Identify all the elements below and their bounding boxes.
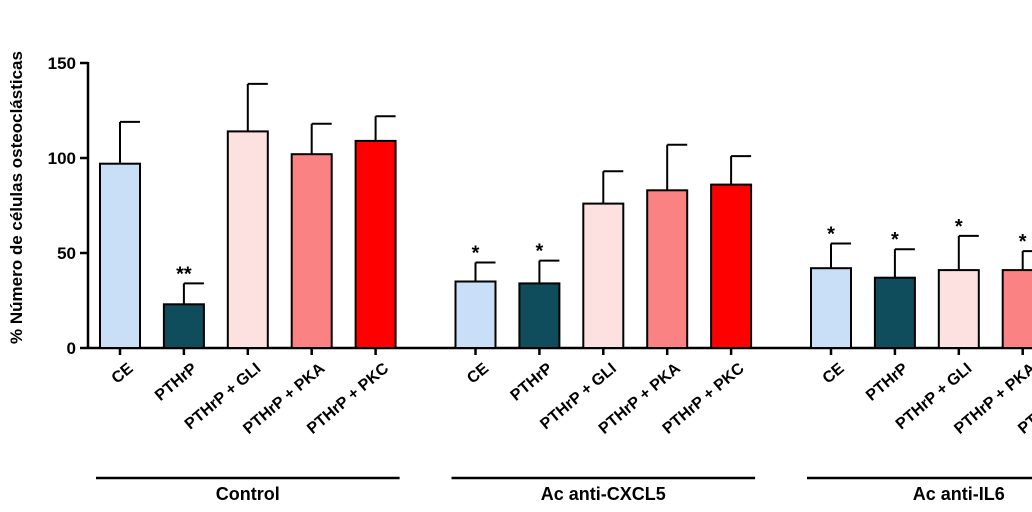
y-tick-label: 100 — [48, 149, 76, 168]
significance-marker: * — [536, 241, 544, 263]
y-tick-label: 0 — [67, 339, 76, 358]
group-label: Ac anti-IL6 — [913, 484, 1005, 504]
group-label: Ac anti-CXCL5 — [541, 484, 666, 504]
group-label: Control — [216, 484, 280, 504]
significance-marker: * — [1019, 231, 1027, 253]
x-tick-label: CE — [109, 360, 137, 388]
y-tick-label: 50 — [57, 244, 76, 263]
x-tick-label: PTHrP — [863, 360, 912, 405]
significance-marker: * — [472, 243, 480, 265]
bar — [162, 303, 205, 349]
x-tick-label: CE — [820, 360, 848, 388]
bar — [290, 153, 333, 349]
bar — [226, 130, 269, 349]
bar — [582, 202, 625, 349]
significance-marker: * — [955, 216, 963, 238]
x-tick-label: PTHrP — [508, 360, 557, 405]
x-tick-label: CE — [464, 360, 492, 388]
y-axis-label: % Número de células osteoclásticas — [7, 51, 26, 344]
bar — [646, 189, 689, 349]
bar — [810, 267, 852, 350]
bar — [873, 276, 916, 350]
bar — [454, 280, 497, 349]
bar — [518, 282, 561, 349]
significance-marker: * — [827, 224, 835, 246]
bar — [99, 162, 141, 349]
significance-marker: * — [891, 229, 899, 251]
bar — [1001, 269, 1032, 350]
x-tick-label: PTHrP — [152, 360, 201, 405]
significance-marker: ** — [176, 263, 192, 285]
y-tick-label: 150 — [48, 54, 76, 73]
bar — [710, 183, 753, 349]
bar — [354, 139, 397, 349]
bar — [937, 269, 980, 350]
